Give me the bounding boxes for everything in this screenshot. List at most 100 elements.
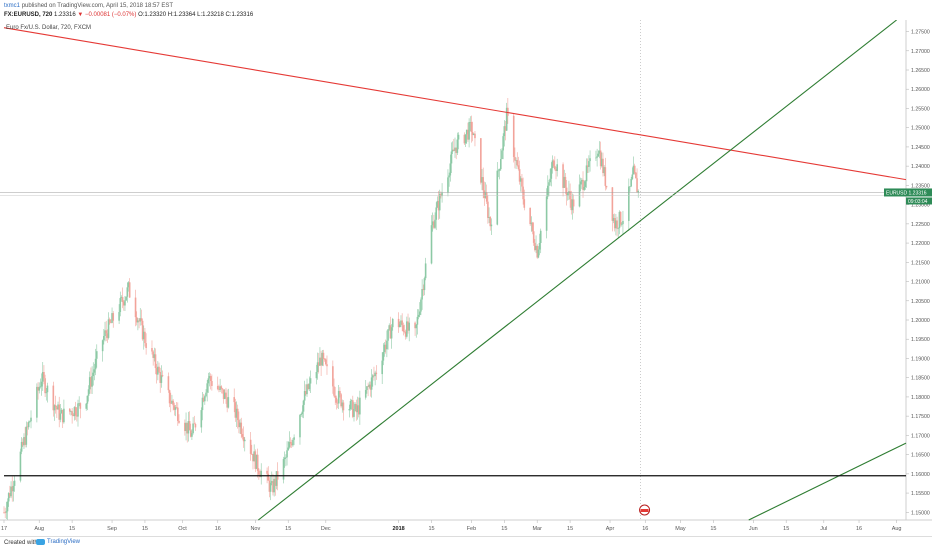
candle-body: [440, 193, 442, 197]
tradingview-logo[interactable]: TradingView: [36, 539, 80, 545]
candle-body: [40, 381, 43, 387]
y-tick-label: 1.17500: [911, 414, 930, 420]
candle-body: [25, 426, 28, 445]
candle-body: [167, 376, 170, 391]
candle-body: [390, 327, 393, 339]
x-tick-label: 16: [215, 526, 221, 532]
chart-area[interactable]: 1.27500 1.27000 1.26500 1.26000 1.25500 1.250…: [0, 20, 932, 534]
author-link[interactable]: txmc1: [4, 3, 21, 9]
candle-body: [7, 493, 10, 502]
candle-body: [620, 224, 623, 225]
candle-body: [566, 193, 569, 196]
candle-body: [512, 115, 515, 157]
candle-body: [208, 376, 211, 379]
trendline-resistance: [3, 27, 907, 181]
candle-body: [221, 388, 224, 390]
candle-body: [157, 366, 159, 375]
candle-body: [532, 231, 535, 243]
candle-body: [293, 437, 295, 440]
candle-body: [178, 420, 180, 423]
y-tick-label: 1.19500: [911, 337, 930, 343]
candle-body: [302, 400, 305, 412]
candle-body: [619, 211, 622, 225]
y-tick-label: 1.27500: [911, 30, 930, 36]
candle-body: [13, 480, 16, 486]
candle-body: [504, 126, 507, 131]
candle-body: [125, 296, 127, 301]
candle-body: [92, 372, 95, 377]
candle-body: [152, 351, 154, 358]
candle-body: [403, 331, 406, 333]
candle-body: [174, 407, 177, 410]
candle-body: [118, 312, 120, 321]
candle-body: [137, 320, 139, 323]
candle-body: [70, 411, 72, 412]
candle-body: [266, 470, 268, 474]
candle-body: [240, 422, 243, 435]
x-tick-label: Oct: [178, 526, 187, 532]
candle-body: [101, 340, 104, 352]
candle-body: [431, 221, 434, 226]
candle-body: [187, 421, 190, 434]
candle-body: [552, 160, 555, 166]
event-flag-stripe: [640, 509, 649, 512]
y-tick-label: 1.20000: [911, 318, 930, 324]
price-change: ▼ −0.00081 (−0.07%): [77, 12, 137, 18]
candle-body: [288, 441, 291, 448]
candle-body: [423, 278, 426, 291]
candle-body: [6, 501, 9, 512]
x-tick-label: Nov: [250, 526, 260, 532]
candle-body: [551, 160, 554, 169]
candle-body: [373, 375, 375, 377]
candle-body: [234, 402, 237, 418]
candle-body: [451, 149, 454, 152]
candle-body: [24, 437, 26, 445]
candle-body: [317, 362, 320, 366]
candle-body: [193, 423, 196, 425]
x-tick-label: Jun: [749, 526, 758, 532]
x-tick-label: 16: [856, 526, 862, 532]
candle-body: [546, 185, 549, 197]
candle-body: [30, 417, 32, 422]
candle-body: [161, 375, 164, 377]
price-chart[interactable]: 1.27500 1.27000 1.26500 1.26000 1.25500 1.250…: [0, 20, 932, 534]
candle-body: [400, 320, 402, 325]
candle-body: [207, 378, 210, 384]
candle-body: [79, 403, 82, 409]
candle-body: [633, 165, 636, 173]
y-tick-label: 1.20500: [911, 299, 930, 305]
candle-body: [531, 222, 534, 232]
candle-body: [454, 147, 456, 151]
candle-body: [76, 415, 78, 417]
tradingview-icon: [36, 539, 45, 545]
candle-body: [398, 324, 401, 328]
candle-body: [238, 420, 240, 428]
candle-body: [430, 225, 433, 264]
candle-body: [336, 402, 339, 404]
candle-body: [453, 149, 455, 151]
x-tick-label: Mar: [532, 526, 542, 532]
candle-body: [401, 320, 403, 326]
candle-body: [447, 177, 449, 193]
candle-body: [421, 288, 423, 300]
candle-body: [369, 384, 372, 390]
x-tick-label: May: [675, 526, 686, 532]
candle-body: [368, 384, 371, 387]
candle-body: [548, 182, 550, 186]
candle-body: [415, 324, 418, 329]
candle-body: [171, 400, 173, 404]
candle-body: [322, 352, 325, 360]
y-tick-label: 1.17000: [911, 433, 930, 439]
candle-body: [54, 405, 57, 408]
candle-body: [485, 192, 488, 202]
candle-body: [177, 407, 179, 421]
candle-body: [119, 298, 122, 313]
candle-body: [255, 454, 258, 469]
candle-body: [366, 386, 368, 391]
candle-body: [554, 165, 556, 170]
candle-body: [253, 451, 255, 462]
candle-body: [437, 200, 440, 211]
x-tick-label: 15: [428, 526, 434, 532]
candle-body: [173, 405, 176, 410]
candle-body: [340, 394, 342, 407]
